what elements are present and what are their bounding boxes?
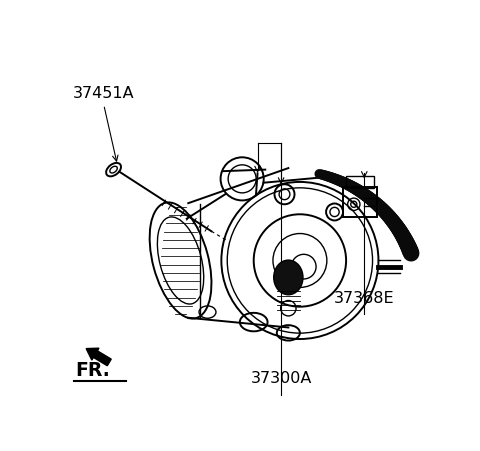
Text: FR.: FR. <box>75 361 110 380</box>
Text: 37368E: 37368E <box>334 291 395 306</box>
Text: 37300A: 37300A <box>251 371 312 386</box>
Ellipse shape <box>274 260 303 295</box>
Text: 37451A: 37451A <box>73 86 134 101</box>
FancyArrow shape <box>86 348 111 366</box>
